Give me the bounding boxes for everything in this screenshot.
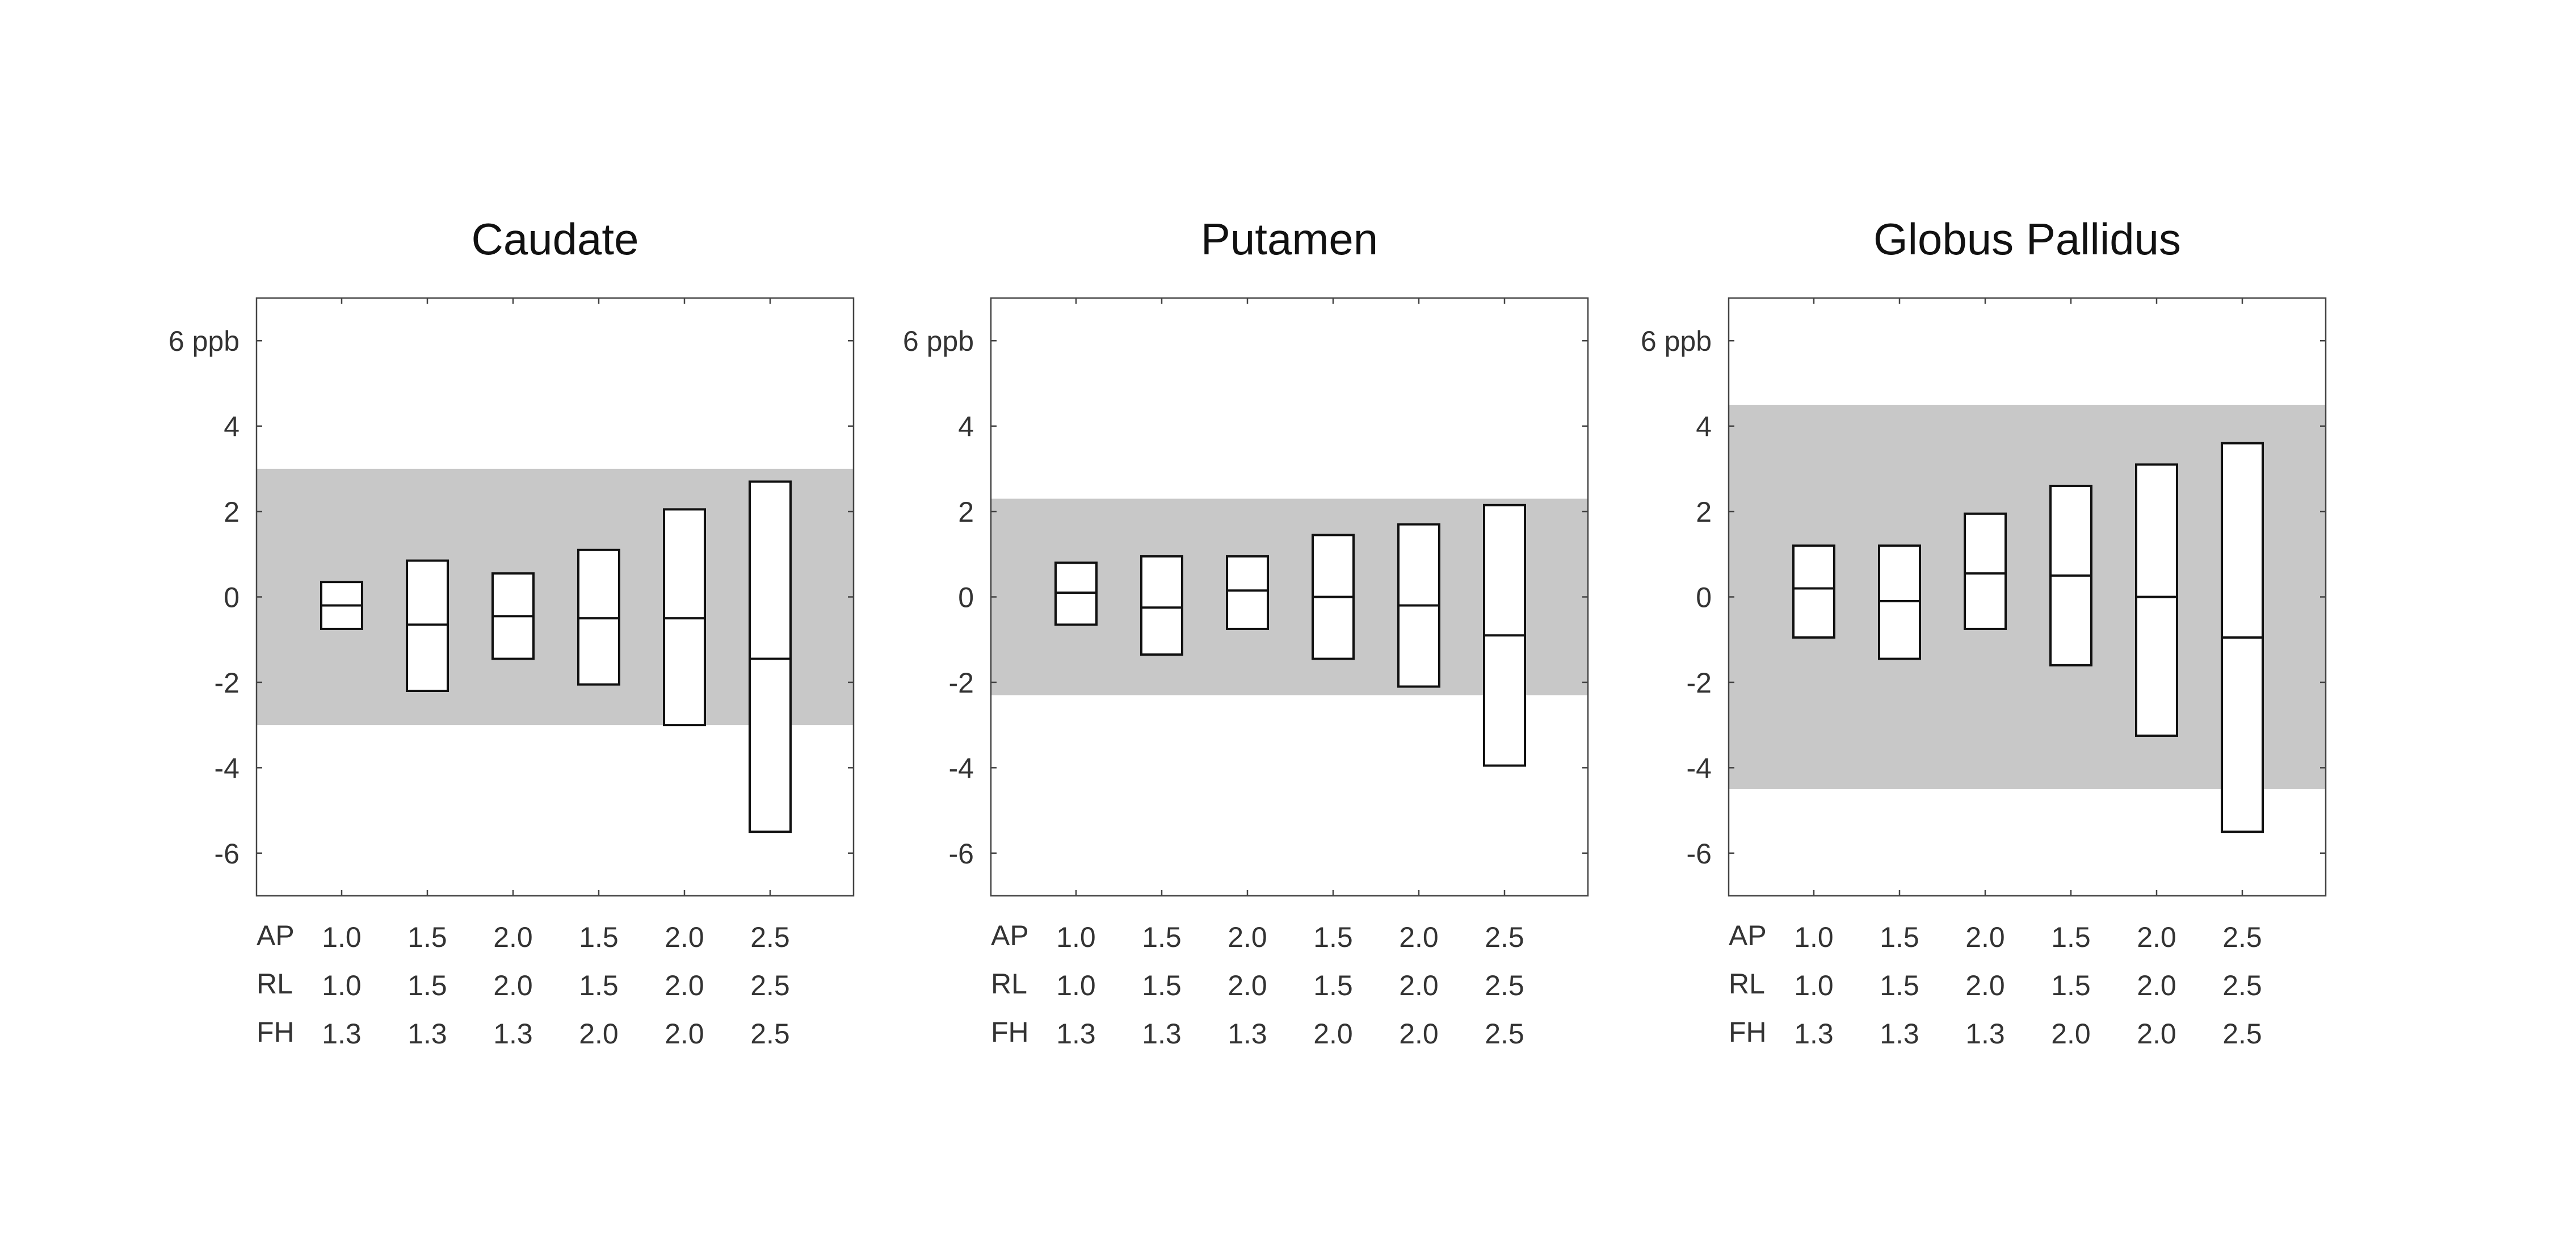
panel-1: Putamen 6 ppb 4 2 0 -2 -4 -6 AP 1.0 1.5 2.0 1.5 2.0 2.… (903, 214, 1589, 1050)
box-2 (1226, 555, 1269, 630)
cell-fh-2: 1.3 (493, 1018, 533, 1050)
panel-title: Putamen (1201, 214, 1378, 264)
cell-rl-5: 2.5 (2222, 970, 2262, 1001)
cell-fh-4: 2.0 (1399, 1018, 1439, 1050)
cell-rl-0: 1.0 (1056, 970, 1096, 1001)
cell-ap-4: 2.0 (665, 921, 704, 953)
cell-rl-2: 2.0 (493, 970, 533, 1001)
cell-fh-2: 1.3 (1965, 1018, 2005, 1050)
row-label-fh: FH (991, 1016, 1029, 1048)
cell-fh-1: 1.3 (1880, 1018, 1919, 1050)
cell-ap-3: 1.5 (579, 921, 619, 953)
cell-fh-5: 2.5 (2222, 1018, 2262, 1050)
y-tick-label: 6 ppb (1641, 325, 1712, 357)
cell-fh-0: 1.3 (322, 1018, 362, 1050)
y-tick-label: 4 (1696, 411, 1712, 443)
cell-rl-0: 1.0 (1794, 970, 1834, 1001)
cell-rl-4: 2.0 (2137, 970, 2176, 1001)
row-label-ap: AP (257, 920, 295, 951)
y-tick-label: -6 (949, 838, 974, 870)
cell-rl-0: 1.0 (322, 970, 362, 1001)
row-label-ap: AP (1729, 920, 1767, 951)
cell-fh-4: 2.0 (2137, 1018, 2176, 1050)
cell-ap-1: 1.5 (407, 921, 447, 953)
cell-rl-2: 2.0 (1228, 970, 1267, 1001)
cell-fh-1: 1.3 (1142, 1018, 1182, 1050)
y-tick-label: -4 (215, 752, 239, 784)
y-tick-label: 4 (224, 411, 239, 443)
box-2 (1964, 512, 2007, 630)
cell-fh-5: 2.5 (750, 1018, 790, 1050)
row-label-fh: FH (257, 1016, 295, 1048)
cell-fh-2: 1.3 (1228, 1018, 1267, 1050)
row-label-rl: RL (991, 968, 1027, 1000)
panel-2: Globus Pallidus 6 ppb 4 2 0 -2 -4 -6 AP 1.0 1.5 2.0… (1641, 214, 2327, 1050)
cell-ap-5: 2.5 (1485, 921, 1524, 953)
cell-ap-3: 1.5 (1313, 921, 1353, 953)
box-0 (1792, 544, 1835, 639)
cell-rl-5: 2.5 (750, 970, 790, 1001)
y-tick-label: -2 (215, 667, 239, 699)
cell-ap-0: 1.0 (1056, 921, 1096, 953)
panel-title: Globus Pallidus (1873, 214, 2181, 264)
row-label-rl: RL (257, 968, 293, 1000)
cell-rl-2: 2.0 (1965, 970, 2005, 1001)
cell-ap-1: 1.5 (1142, 921, 1182, 953)
cell-rl-1: 1.5 (1880, 970, 1919, 1001)
cell-ap-3: 1.5 (2051, 921, 2091, 953)
cell-ap-2: 2.0 (1228, 921, 1267, 953)
y-tick-label: 0 (224, 582, 239, 614)
y-tick-label: 0 (958, 582, 974, 614)
cell-fh-1: 1.3 (407, 1018, 447, 1050)
cell-fh-3: 2.0 (579, 1018, 619, 1050)
row-label-fh: FH (1729, 1016, 1767, 1048)
y-tick-label: -4 (1687, 752, 1712, 784)
cell-ap-0: 1.0 (1794, 921, 1834, 953)
cell-rl-1: 1.5 (407, 970, 447, 1001)
cell-fh-0: 1.3 (1056, 1018, 1096, 1050)
cell-fh-4: 2.0 (665, 1018, 704, 1050)
y-tick-label: 2 (1696, 496, 1712, 528)
cell-ap-4: 2.0 (2137, 921, 2176, 953)
cell-ap-0: 1.0 (322, 921, 362, 953)
cell-fh-0: 1.3 (1794, 1018, 1834, 1050)
cell-rl-5: 2.5 (1485, 970, 1524, 1001)
panel-title: Caudate (472, 214, 639, 264)
cell-fh-3: 2.0 (1313, 1018, 1353, 1050)
y-tick-label: -4 (949, 752, 974, 784)
y-tick-label: 6 ppb (169, 325, 239, 357)
panel-0: Caudate 6 ppb 4 2 0 -2 -4 -6 AP 1.0 1.5 2.0 1.5 2.0 2.… (169, 214, 855, 1050)
y-tick-label: 4 (958, 411, 974, 443)
y-tick-label: 2 (958, 496, 974, 528)
box-1 (1140, 555, 1183, 656)
y-tick-label: 0 (1696, 582, 1712, 614)
cell-fh-3: 2.0 (2051, 1018, 2091, 1050)
row-label-ap: AP (991, 920, 1029, 951)
cell-rl-1: 1.5 (1142, 970, 1182, 1001)
cell-ap-5: 2.5 (750, 921, 790, 953)
y-tick-label: -6 (215, 838, 239, 870)
row-label-rl: RL (1729, 968, 1765, 1000)
cell-rl-4: 2.0 (665, 970, 704, 1001)
y-tick-label: 2 (224, 496, 239, 528)
cell-rl-3: 1.5 (1313, 970, 1353, 1001)
cell-ap-4: 2.0 (1399, 921, 1439, 953)
cell-fh-5: 2.5 (1485, 1018, 1524, 1050)
box-4 (2135, 463, 2178, 737)
cell-ap-2: 2.0 (1965, 921, 2005, 953)
y-tick-label: 6 ppb (903, 325, 974, 357)
y-tick-label: -2 (1687, 667, 1712, 699)
cell-ap-2: 2.0 (493, 921, 533, 953)
cell-rl-3: 1.5 (579, 970, 619, 1001)
cell-ap-5: 2.5 (2222, 921, 2262, 953)
cell-ap-1: 1.5 (1880, 921, 1919, 953)
y-tick-label: -2 (949, 667, 974, 699)
box-5 (749, 480, 792, 833)
y-tick-label: -6 (1687, 838, 1712, 870)
cell-rl-3: 1.5 (2051, 970, 2091, 1001)
cell-rl-4: 2.0 (1399, 970, 1439, 1001)
